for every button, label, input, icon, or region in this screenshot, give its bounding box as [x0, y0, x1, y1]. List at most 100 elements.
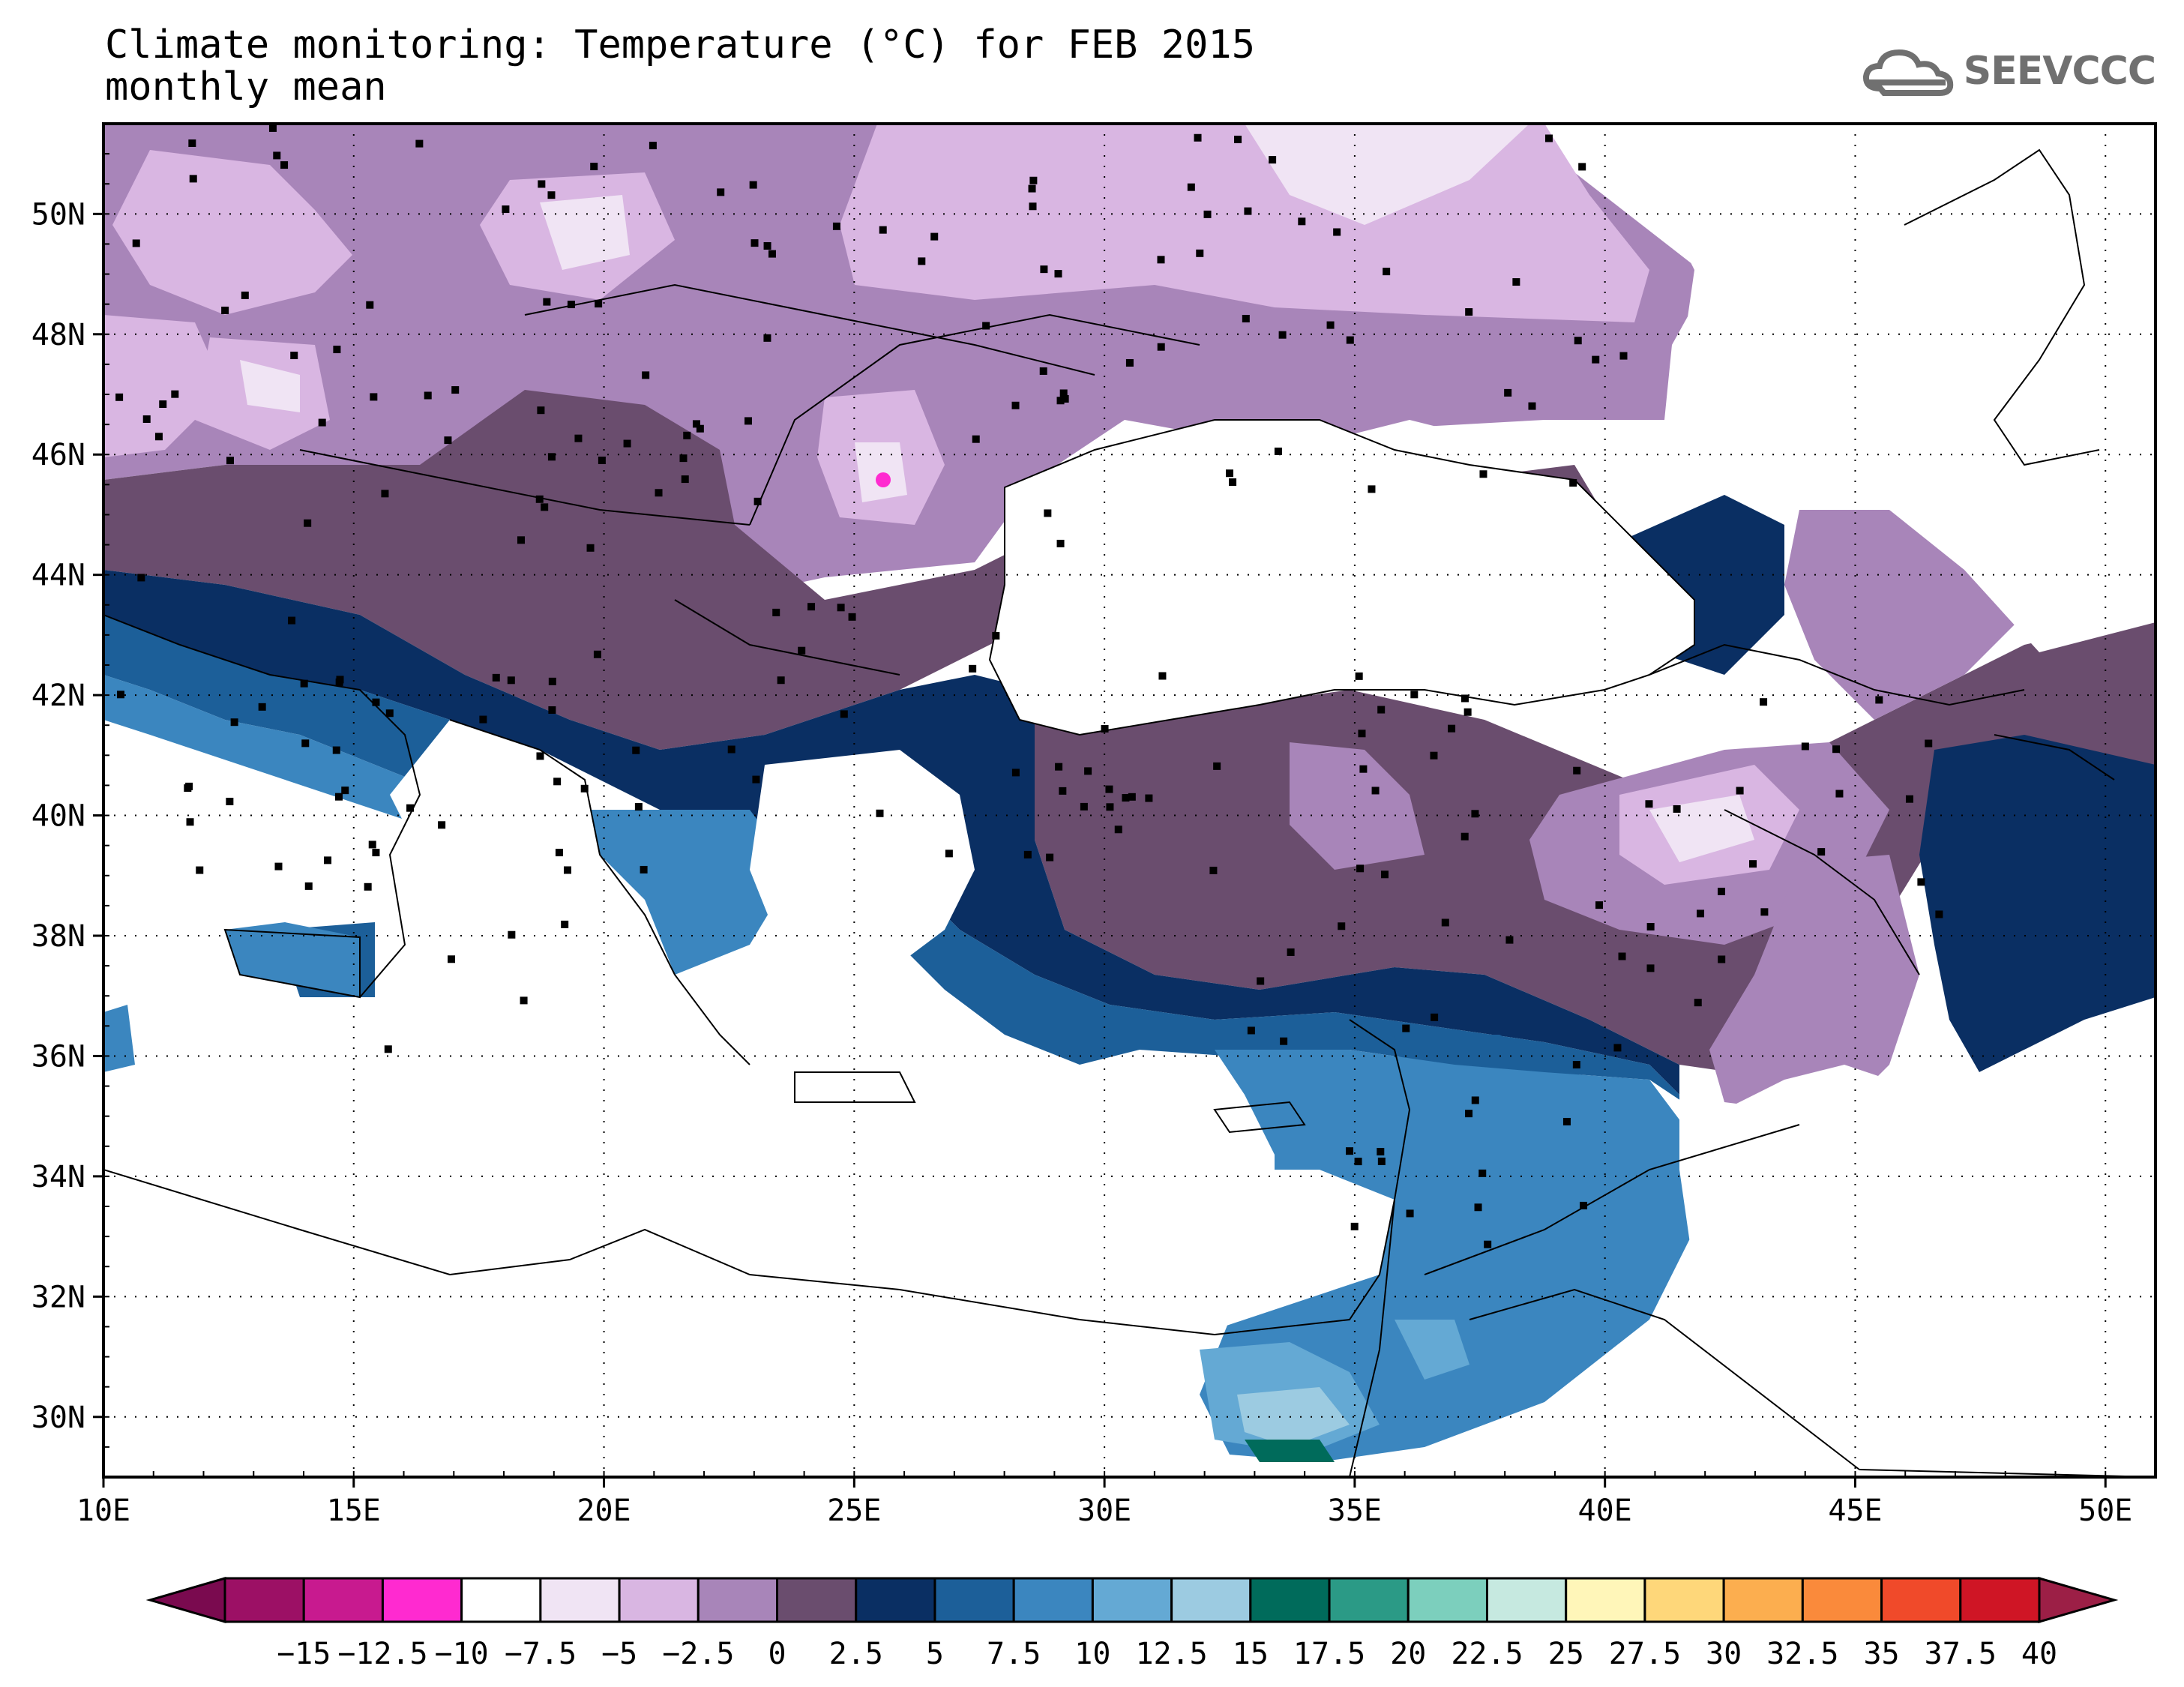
station-marker [1595, 901, 1604, 909]
station-marker [1359, 765, 1368, 773]
colorbar-label: 15 [1233, 1637, 1269, 1671]
lat-tick-label: 34N [31, 1160, 85, 1194]
station-marker [535, 495, 544, 503]
station-marker [777, 676, 785, 685]
station-marker [918, 257, 926, 265]
station-marker [137, 574, 145, 582]
station-marker [1326, 321, 1335, 329]
station-marker [1673, 805, 1681, 813]
station-marker [848, 613, 856, 621]
station-marker [171, 390, 179, 398]
station-marker [1226, 469, 1233, 478]
station-marker [840, 710, 848, 718]
station-marker [1059, 389, 1068, 397]
station-marker [541, 503, 549, 511]
station-marker [1460, 832, 1469, 841]
station-marker [744, 417, 753, 425]
lon-tick-label: 35E [1328, 1494, 1382, 1528]
station-marker [318, 418, 326, 427]
station-marker [593, 650, 601, 658]
station-marker [300, 679, 308, 688]
station-marker [982, 322, 990, 330]
station-marker [372, 698, 380, 706]
station-marker [1145, 794, 1153, 802]
station-marker [634, 803, 643, 811]
colorbar-swatch [1722, 1577, 1804, 1623]
colorbar-swatch [1959, 1577, 2041, 1623]
colorbar-swatch [1170, 1577, 1252, 1623]
lat-tick-label: 50N [31, 197, 85, 232]
station-marker [288, 616, 296, 625]
station-marker [1280, 1037, 1288, 1045]
station-marker [1574, 337, 1582, 345]
station-marker [1114, 826, 1122, 834]
colorbar: −15 −12.5 −10 −7.5 −5 −2.5 0 2.5 5 7.5 10 12.5 15 17.… [145, 1577, 2119, 1671]
station-marker [324, 856, 332, 864]
station-marker [807, 603, 816, 611]
station-marker [415, 139, 424, 148]
colorbar-label: 12.5 [1135, 1637, 1207, 1671]
colorbar-label: −12.5 [337, 1637, 427, 1671]
logo-text: SEEVCCC [1963, 49, 2156, 94]
colorbar-label: 17.5 [1293, 1637, 1365, 1671]
station-marker [538, 180, 546, 188]
station-marker [241, 291, 249, 299]
station-marker [1106, 803, 1114, 811]
station-marker [749, 181, 757, 189]
station-marker [1580, 1201, 1588, 1209]
station-marker [1562, 1117, 1571, 1125]
colorbar-label: −2.5 [662, 1637, 734, 1671]
colorbar-swatch [1880, 1577, 1962, 1623]
station-marker [438, 821, 446, 829]
lat-tick-label: 30N [31, 1401, 85, 1435]
colorbar-swatch [1407, 1577, 1488, 1623]
colorbar-label: 20 [1390, 1637, 1426, 1671]
colorbar-swatch [933, 1577, 1015, 1623]
station-marker [1431, 1013, 1439, 1021]
station-marker [221, 306, 229, 314]
station-marker [1046, 853, 1054, 861]
station-marker [1023, 850, 1032, 858]
station-marker [184, 784, 192, 793]
station-marker [188, 139, 196, 148]
station-marker [1187, 183, 1195, 191]
station-marker [555, 849, 563, 857]
colorbar-swatch [302, 1577, 384, 1623]
station-marker [1039, 367, 1047, 375]
station-marker [586, 544, 595, 552]
station-marker [837, 604, 845, 612]
station-marker [1358, 730, 1366, 738]
station-marker [1213, 762, 1221, 770]
chart-title: Climate monitoring: Temperature (°C) for… [105, 22, 1256, 67]
station-marker [1406, 1209, 1414, 1218]
lon-axis: 10E 15E 20E 25E 30E 35E 40E 45E 50E [76, 1471, 2132, 1528]
station-marker [1298, 217, 1306, 226]
station-marker [1040, 265, 1048, 274]
station-marker [1613, 1044, 1622, 1052]
station-marker [1465, 308, 1473, 316]
lon-tick-label: 50E [2078, 1494, 2132, 1528]
station-marker [692, 420, 700, 428]
station-marker [1061, 394, 1069, 403]
station-marker [561, 920, 569, 928]
station-marker [772, 608, 780, 616]
station-marker [580, 784, 589, 793]
colorbar-swatch [539, 1577, 621, 1623]
lon-tick-label: 20E [577, 1494, 631, 1528]
station-marker [547, 453, 556, 461]
station-marker [763, 241, 771, 250]
station-marker [832, 222, 840, 230]
colorbar-swatch [697, 1577, 779, 1623]
colorbar-label: 22.5 [1451, 1637, 1523, 1671]
station-marker [1128, 793, 1136, 801]
station-marker [930, 232, 939, 241]
station-marker [304, 519, 312, 527]
station-marker [1157, 343, 1165, 351]
colorbar-label: 10 [1074, 1637, 1110, 1671]
colorbar-label: 32.5 [1766, 1637, 1838, 1671]
station-marker [116, 691, 124, 699]
colorbar-swatch [1249, 1577, 1331, 1623]
station-marker [448, 955, 456, 963]
station-marker [1122, 794, 1130, 802]
station-marker [1463, 708, 1472, 716]
